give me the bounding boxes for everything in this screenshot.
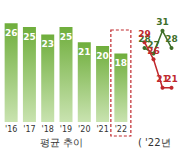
svg-text:'20: '20 — [78, 125, 90, 134]
svg-text:26: 26 — [5, 28, 18, 38]
svg-text:'21: '21 — [96, 125, 108, 134]
svg-text:29: 29 — [138, 29, 151, 39]
svg-text:25: 25 — [60, 32, 73, 42]
svg-text:평균 추이: 평균 추이 — [40, 137, 83, 148]
svg-text:28: 28 — [165, 34, 178, 44]
svg-text:26: 26 — [147, 46, 160, 56]
svg-text:18: 18 — [115, 58, 128, 68]
svg-text:20: 20 — [96, 51, 109, 61]
svg-text:( '22년: ( '22년 — [138, 137, 171, 148]
svg-text:'17: '17 — [23, 125, 35, 134]
svg-text:21: 21 — [156, 74, 169, 85]
svg-text:31: 31 — [156, 17, 169, 27]
svg-text:'16: '16 — [5, 125, 17, 134]
svg-text:21: 21 — [165, 74, 178, 84]
svg-text:'22: '22 — [115, 125, 127, 134]
svg-text:23: 23 — [41, 39, 54, 49]
svg-text:'19: '19 — [60, 125, 72, 134]
svg-text:'18: '18 — [42, 125, 54, 134]
svg-text:25: 25 — [23, 32, 36, 42]
svg-text:21: 21 — [78, 47, 91, 57]
